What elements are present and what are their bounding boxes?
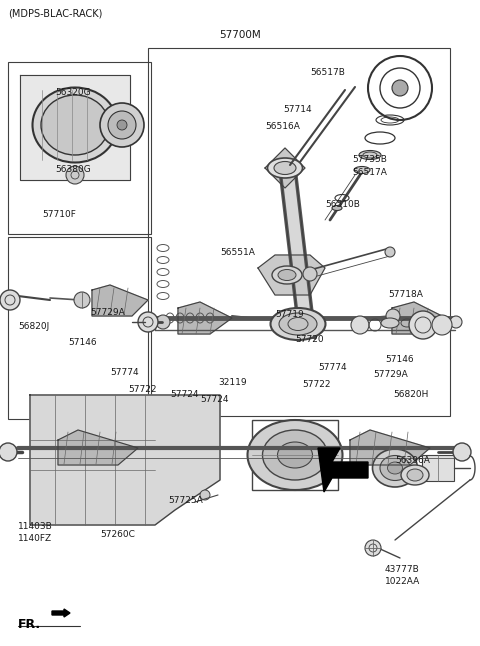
Text: 56516A: 56516A xyxy=(265,122,300,131)
Text: 57722: 57722 xyxy=(128,385,156,394)
Text: 57724: 57724 xyxy=(200,395,228,404)
Ellipse shape xyxy=(278,269,296,280)
Circle shape xyxy=(365,540,381,556)
Text: 57735B: 57735B xyxy=(352,155,387,164)
Ellipse shape xyxy=(332,205,342,211)
Bar xyxy=(252,420,338,490)
Polygon shape xyxy=(392,302,446,334)
Text: 11403B: 11403B xyxy=(18,522,53,531)
Circle shape xyxy=(392,80,408,96)
Text: 56551A: 56551A xyxy=(220,248,255,257)
Polygon shape xyxy=(178,302,232,334)
Polygon shape xyxy=(58,430,138,465)
Circle shape xyxy=(303,267,317,281)
Text: 57260C: 57260C xyxy=(100,530,135,539)
Text: 57714: 57714 xyxy=(283,105,312,114)
Ellipse shape xyxy=(372,449,418,487)
Text: FR.: FR. xyxy=(18,618,41,631)
Circle shape xyxy=(200,490,210,500)
Circle shape xyxy=(100,103,144,147)
Ellipse shape xyxy=(401,465,429,485)
Circle shape xyxy=(108,111,136,139)
Polygon shape xyxy=(318,448,368,492)
Ellipse shape xyxy=(272,266,302,284)
Text: 57722: 57722 xyxy=(302,380,331,389)
Bar xyxy=(422,455,454,481)
Text: 56517B: 56517B xyxy=(310,68,345,77)
Circle shape xyxy=(156,315,170,329)
Text: 1140FZ: 1140FZ xyxy=(18,534,52,543)
FancyArrow shape xyxy=(52,609,70,617)
Bar xyxy=(8,237,151,419)
Circle shape xyxy=(450,316,462,328)
Text: 57774: 57774 xyxy=(318,363,347,372)
Text: 57146: 57146 xyxy=(385,355,414,364)
Text: 57720: 57720 xyxy=(295,335,324,344)
Polygon shape xyxy=(30,395,220,525)
Ellipse shape xyxy=(359,151,381,160)
Ellipse shape xyxy=(267,158,302,178)
Text: 56820H: 56820H xyxy=(393,390,428,399)
Text: 56320G: 56320G xyxy=(55,88,91,97)
Circle shape xyxy=(0,443,17,461)
Text: 57725A: 57725A xyxy=(168,496,203,505)
Circle shape xyxy=(351,316,369,334)
Ellipse shape xyxy=(274,162,296,174)
Polygon shape xyxy=(350,430,430,465)
Polygon shape xyxy=(258,255,325,295)
Text: 57710F: 57710F xyxy=(42,210,76,219)
Circle shape xyxy=(0,290,20,310)
Ellipse shape xyxy=(271,308,325,340)
Circle shape xyxy=(74,292,90,308)
Circle shape xyxy=(453,443,471,461)
Circle shape xyxy=(138,312,158,332)
Ellipse shape xyxy=(354,167,370,174)
Text: 57729A: 57729A xyxy=(373,370,408,379)
Ellipse shape xyxy=(407,469,423,481)
Circle shape xyxy=(432,315,452,335)
Ellipse shape xyxy=(381,318,399,328)
Bar xyxy=(148,48,450,416)
Text: 57729A: 57729A xyxy=(90,308,125,317)
Text: 56380G: 56380G xyxy=(55,165,91,174)
Text: 57718A: 57718A xyxy=(388,290,423,299)
Text: 56820J: 56820J xyxy=(18,322,49,331)
Ellipse shape xyxy=(263,430,327,480)
Circle shape xyxy=(385,247,395,257)
Text: 56517A: 56517A xyxy=(352,168,387,177)
Ellipse shape xyxy=(248,420,343,490)
Text: 57700M: 57700M xyxy=(219,30,261,40)
Text: 1022AA: 1022AA xyxy=(385,577,420,586)
Text: 57146: 57146 xyxy=(68,338,96,347)
Circle shape xyxy=(386,309,400,323)
Polygon shape xyxy=(20,75,130,180)
Ellipse shape xyxy=(33,87,118,163)
Text: 57774: 57774 xyxy=(110,368,139,377)
Circle shape xyxy=(66,166,84,184)
Bar xyxy=(8,62,151,234)
Ellipse shape xyxy=(387,462,403,474)
Text: (MDPS-BLAC-RACK): (MDPS-BLAC-RACK) xyxy=(8,8,102,18)
Polygon shape xyxy=(92,285,148,316)
Text: 56396A: 56396A xyxy=(395,456,430,465)
Circle shape xyxy=(117,120,127,130)
Text: 56510B: 56510B xyxy=(325,200,360,209)
Ellipse shape xyxy=(277,442,312,468)
Ellipse shape xyxy=(41,95,109,155)
Text: 57724: 57724 xyxy=(170,390,199,399)
Polygon shape xyxy=(265,148,305,188)
Ellipse shape xyxy=(380,455,410,481)
Text: 57719: 57719 xyxy=(275,310,304,319)
Text: 43777B: 43777B xyxy=(385,565,420,574)
Polygon shape xyxy=(280,168,315,340)
Text: 32119: 32119 xyxy=(218,378,247,387)
Ellipse shape xyxy=(279,313,317,335)
Circle shape xyxy=(409,311,437,339)
